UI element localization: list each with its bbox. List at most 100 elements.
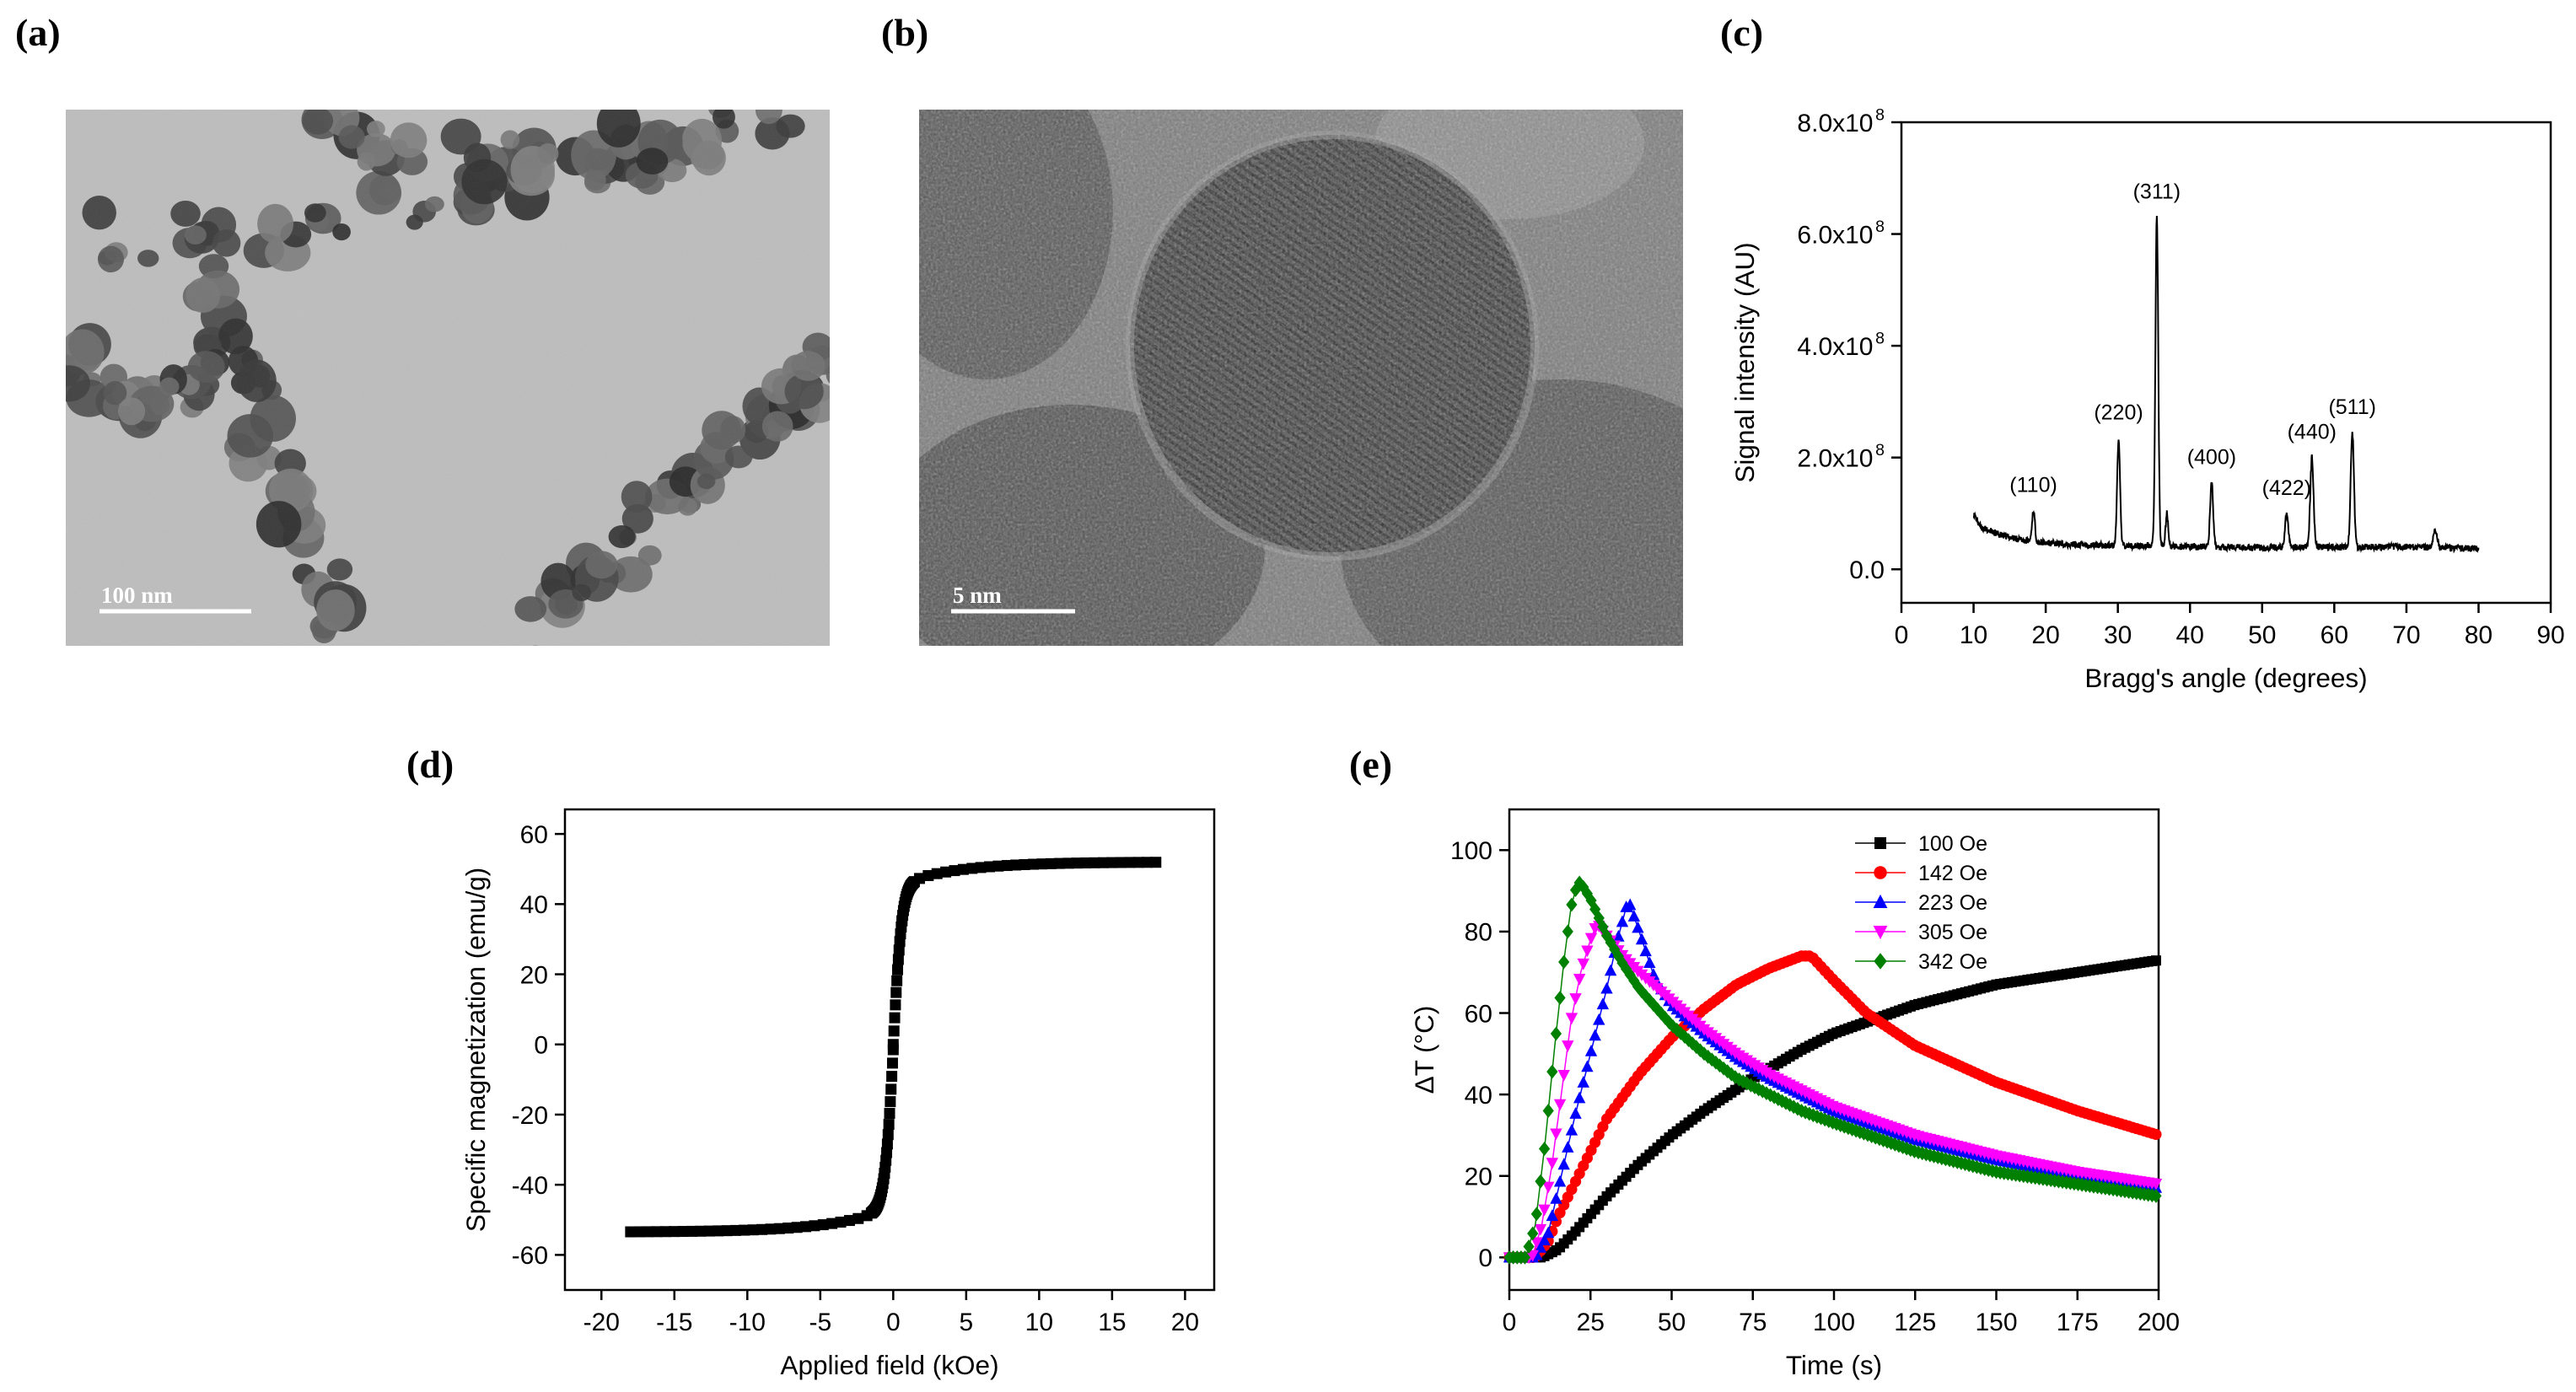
data-point-100-oe [1998,978,2009,989]
data-point-342-oe [1538,1142,1551,1156]
data-point-342-oe [2111,1183,2123,1197]
data-point-223-oe [1858,1115,1870,1126]
magnetization-point [713,1225,724,1237]
data-point-223-oe [2017,1158,2030,1170]
magnetization-point [984,861,996,873]
data-point-305-oe [1998,1152,2010,1164]
data-point-142-oe [1722,986,1734,997]
magnetization-point [900,894,912,906]
data-point-305-oe [2106,1172,2120,1185]
data-point-305-oe [1557,1069,1570,1082]
data-point-223-oe [1932,1138,1944,1151]
data-point-100-oe [2089,965,2099,975]
data-point-223-oe [1654,982,1668,995]
magnetization-point [931,868,943,879]
data-point-142-oe [2100,1113,2111,1126]
data-point-142-oe [1881,1021,1893,1033]
data-point-142-oe [1519,1251,1531,1263]
data-point-223-oe [2029,1160,2041,1173]
data-point-142-oe [1756,965,1768,977]
data-point-305-oe [1939,1137,1952,1150]
data-point-342-oe [2006,1167,2018,1182]
data-point-305-oe [1725,1045,1738,1056]
data-point-223-oe [2075,1169,2089,1182]
data-point-142-oe [1939,1053,1952,1066]
data-point-223-oe [2041,1163,2053,1175]
data-point-223-oe [1620,900,1632,912]
data-point-305-oe [1526,1250,1539,1262]
magnetization-point [1027,858,1039,870]
data-point-100-oe [1597,1196,1608,1207]
data-point-305-oe [1530,1237,1543,1250]
data-point-305-oe [1620,954,1632,966]
data-point-342-oe [1948,1153,1960,1169]
data-point-342-oe [1706,1052,1718,1067]
data-point-342-oe [1686,1036,1698,1051]
data-point-100-oe [1729,1084,1740,1095]
data-point-142-oe [1917,1043,1928,1055]
data-point-305-oe [1990,1150,2003,1163]
magnetization-point [874,1191,886,1203]
data-point-100-oe [2150,955,2161,966]
data-point-223-oe [1959,1145,1971,1158]
data-point-223-oe [2134,1179,2147,1190]
data-point-223-oe [1593,1013,1605,1025]
data-point-100-oe [1811,1036,1822,1047]
data-point-100-oe [1967,985,1978,996]
series-line-342-oe [1509,882,2159,1259]
data-point-342-oe [2037,1171,2049,1186]
data-point-100-oe [1792,1046,1803,1057]
data-point-305-oe [2072,1167,2084,1179]
y-tick-label-d: -60 [512,1242,548,1270]
data-point-223-oe [1600,981,1613,994]
x-tick-label-c: 50 [2248,621,2276,649]
data-point-100-oe [1648,1146,1659,1157]
data-point-223-oe [2021,1159,2034,1171]
data-point-100-oe [1738,1079,1749,1090]
data-point-223-oe [2099,1173,2112,1185]
data-point-142-oe [2014,1084,2025,1096]
data-point-100-oe [2092,964,2103,975]
magnetization-point [885,1083,897,1095]
data-point-342-oe [1772,1092,1784,1106]
data-point-142-oe [1838,985,1850,997]
data-point-142-oe [1682,1017,1695,1029]
y-axis-label-e: ΔT (°C) [1409,1006,1439,1094]
data-point-223-oe [2072,1169,2084,1181]
x-tick-label-c: 80 [2465,621,2493,649]
data-point-223-oe [1503,1250,1516,1263]
data-point-100-oe [2108,961,2119,972]
data-point-342-oe [1718,1061,1729,1076]
tem-image-a: 100 nm [66,110,830,646]
magnetization-point [881,1138,893,1150]
data-point-223-oe [1635,932,1648,945]
data-point-223-oe [1740,1057,1754,1070]
data-point-342-oe [2095,1180,2107,1196]
magnetization-point [869,1203,881,1215]
data-point-342-oe [2049,1173,2061,1188]
data-point-223-oe [2079,1170,2092,1183]
data-point-305-oe [1507,1252,1519,1265]
magnetization-point [893,944,905,956]
data-point-342-oe [1554,991,1566,1005]
data-point-142-oe [1655,1043,1667,1056]
data-point-342-oe [1694,1043,1706,1058]
magnetization-point [1089,857,1100,868]
data-point-305-oe [1935,1137,1949,1149]
data-point-342-oe [1920,1147,1932,1162]
x-tick-label-d: 15 [1098,1309,1126,1336]
data-point-142-oe [1862,1008,1874,1020]
magnetization-point [896,915,908,927]
data-point-142-oe [2045,1095,2057,1107]
data-point-342-oe [1648,997,1659,1013]
data-point-142-oe [1632,1070,1644,1082]
magnetization-point [695,1225,707,1237]
data-point-305-oe [1869,1115,1882,1128]
data-point-100-oe [1710,1098,1721,1109]
magnetization-point [902,886,914,898]
data-point-100-oe [1702,1103,1713,1114]
data-point-342-oe [1600,928,1613,943]
data-point-142-oe [2107,1115,2119,1127]
data-point-342-oe [1994,1165,2006,1180]
data-point-100-oe [1924,996,1935,1007]
